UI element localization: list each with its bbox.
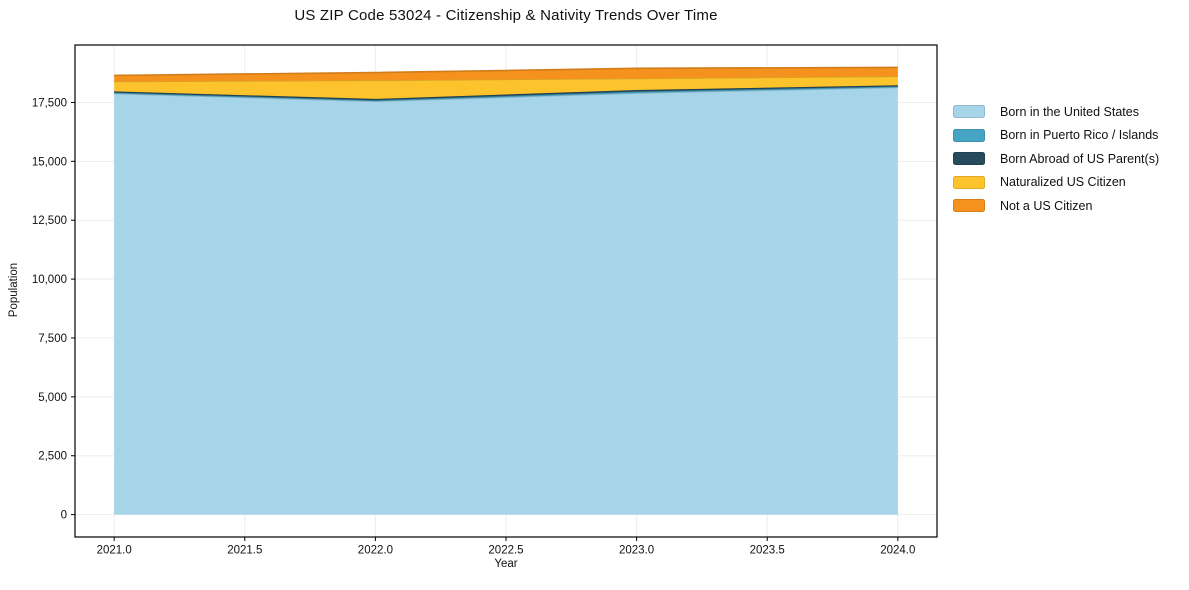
- legend-swatch: [953, 175, 985, 189]
- x-tick-label: 2023.0: [619, 545, 654, 557]
- x-tick-label: 2021.0: [97, 545, 132, 557]
- legend-swatch: [953, 199, 985, 213]
- legend-label: Not a US Citizen: [1000, 198, 1093, 213]
- legend-swatch: [953, 128, 985, 142]
- legend-label: Naturalized US Citizen: [1000, 175, 1126, 190]
- area-series-4: [114, 67, 898, 82]
- x-axis-label: Year: [494, 558, 518, 570]
- y-tick-label: 10,000: [32, 274, 67, 286]
- chart-legend: Born in the United States Born in Puerto …: [953, 100, 1159, 218]
- x-tick-label: 2021.5: [227, 545, 262, 557]
- legend-swatch: [953, 105, 985, 119]
- y-tick-label: 5,000: [38, 392, 67, 404]
- legend-label: Born in Puerto Rico / Islands: [1000, 128, 1159, 143]
- x-tick-label: 2023.5: [750, 545, 785, 557]
- y-tick-label: 17,500: [32, 97, 67, 109]
- legend-item: Born Abroad of US Parent(s): [953, 147, 1159, 171]
- legend-item: Not a US Citizen: [953, 194, 1159, 218]
- legend-item: Naturalized US Citizen: [953, 171, 1159, 195]
- y-tick-label: 12,500: [32, 215, 67, 227]
- y-tick-label: 7,500: [38, 333, 67, 345]
- legend-label: Born Abroad of US Parent(s): [1000, 151, 1160, 166]
- x-tick-label: 2022.0: [358, 545, 393, 557]
- y-tick-label: 2,500: [38, 451, 67, 463]
- legend-swatch: [953, 152, 985, 166]
- legend-label: Born in the United States: [1000, 104, 1139, 119]
- y-tick-label: 15,000: [32, 156, 67, 168]
- area-series-0: [114, 87, 898, 515]
- area-edge-4: [114, 66, 898, 77]
- x-tick-label: 2022.5: [488, 545, 523, 557]
- legend-item: Born in Puerto Rico / Islands: [953, 124, 1159, 148]
- y-tick-label: 0: [61, 510, 67, 522]
- chart-title: US ZIP Code 53024 - Citizenship & Nativi…: [294, 7, 718, 24]
- area-series-3: [114, 76, 898, 99]
- x-tick-label: 2024.0: [880, 545, 915, 557]
- legend-item: Born in the United States: [953, 100, 1159, 124]
